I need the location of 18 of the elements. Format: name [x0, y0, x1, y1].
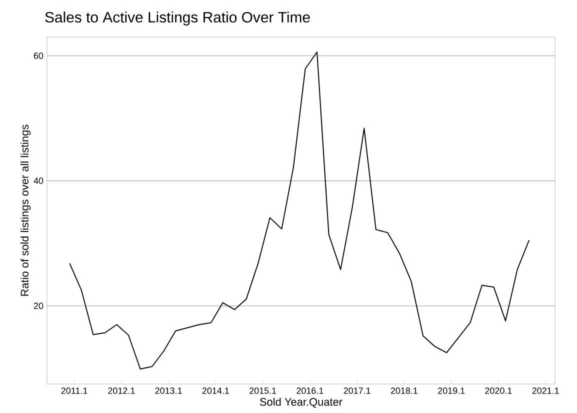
x-tick-label: 2016.1 [296, 388, 324, 394]
x-axis-title: Sold Year.Quater [260, 398, 342, 408]
y-axis-title: Ratio of sold listings over all listings [20, 124, 31, 296]
line-series [69, 52, 530, 370]
x-tick-label: 2013.1 [155, 388, 182, 394]
x-tick-label: 2021.1 [532, 388, 559, 394]
y-tick-label: 60 [34, 52, 44, 59]
x-tick-label: 2014.1 [202, 388, 229, 394]
x-tick-label: 2015.1 [250, 388, 276, 394]
x-tick-label: 2020.1 [485, 388, 512, 394]
x-tick-label: 2011.1 [61, 388, 88, 394]
y-tick-label: 20 [34, 302, 44, 310]
chart-title: Sales to Active Listings Ratio Over Time [45, 12, 310, 26]
x-tick-label: 2012.1 [108, 388, 135, 394]
x-tick-label: 2019.1 [438, 388, 465, 394]
x-tick-label: 2017.1 [344, 388, 370, 394]
x-tick-label: 2018.1 [390, 388, 418, 394]
y-tick-label: 40 [34, 178, 44, 184]
